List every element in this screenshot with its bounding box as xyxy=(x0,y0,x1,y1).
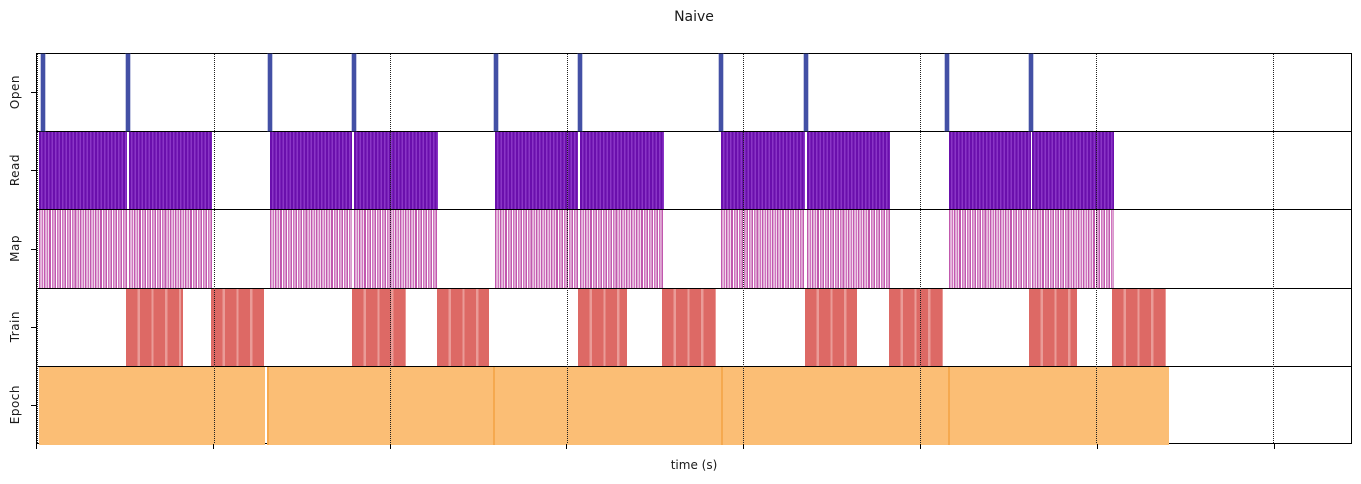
x-tick xyxy=(743,444,745,449)
row-train xyxy=(37,288,1351,367)
epoch-bar xyxy=(493,366,721,445)
read-bar xyxy=(948,132,1031,210)
gridline xyxy=(1096,54,1098,443)
row-open xyxy=(37,54,1351,133)
train-bar xyxy=(125,288,183,366)
gridline xyxy=(566,54,568,443)
read-bar xyxy=(1032,132,1115,210)
x-tick xyxy=(1273,444,1275,449)
train-bar xyxy=(210,288,264,366)
train-bar xyxy=(662,288,716,366)
row-label-epoch: Epoch xyxy=(8,385,22,425)
epoch-bar xyxy=(38,366,265,445)
map-bar xyxy=(354,210,439,288)
read-bar xyxy=(269,132,353,210)
open-spike xyxy=(352,54,357,132)
map-bar xyxy=(580,210,665,288)
gridline xyxy=(37,54,38,443)
read-bar xyxy=(128,132,212,210)
chart-title: Naive xyxy=(674,9,714,25)
open-spike xyxy=(41,54,45,132)
gridline xyxy=(743,54,745,443)
y-tick xyxy=(31,92,36,94)
plot-area xyxy=(36,53,1352,445)
x-tick xyxy=(1096,444,1098,449)
open-spike xyxy=(493,54,498,132)
x-tick xyxy=(566,444,568,449)
x-tick xyxy=(212,444,214,449)
read-bar xyxy=(495,132,579,210)
gridline xyxy=(919,54,921,443)
open-spike xyxy=(268,54,273,132)
open-spike xyxy=(945,54,950,132)
read-bar xyxy=(354,132,439,210)
train-bar xyxy=(437,288,490,366)
train-bar xyxy=(1028,288,1078,366)
y-tick xyxy=(31,248,36,250)
open-spike xyxy=(719,54,724,132)
read-bar xyxy=(720,132,805,210)
row-label-map: Map xyxy=(8,235,22,262)
open-spike xyxy=(803,54,808,132)
read-bar xyxy=(580,132,665,210)
row-epoch xyxy=(37,366,1351,445)
map-bar xyxy=(269,210,353,288)
row-map xyxy=(37,210,1351,289)
epoch-bar xyxy=(947,366,1170,445)
train-bar xyxy=(804,288,857,366)
row-label-read: Read xyxy=(8,154,22,187)
row-label-train: Train xyxy=(8,311,22,343)
map-bar xyxy=(948,210,1031,288)
x-tick xyxy=(920,444,922,449)
y-tick xyxy=(31,404,36,406)
row-label-open: Open xyxy=(8,75,22,110)
x-tick xyxy=(36,444,37,449)
map-bar xyxy=(128,210,212,288)
gridline xyxy=(213,54,215,443)
open-spike xyxy=(125,54,130,132)
train-bar xyxy=(1112,288,1167,366)
read-bar xyxy=(806,132,890,210)
read-bar xyxy=(38,132,127,210)
train-bar xyxy=(351,288,407,366)
map-bar xyxy=(38,210,127,288)
epoch-bar xyxy=(266,366,495,445)
map-bar xyxy=(1032,210,1115,288)
open-spike xyxy=(577,54,582,132)
y-tick xyxy=(31,326,36,328)
row-read xyxy=(37,132,1351,211)
epoch-bar xyxy=(720,366,948,445)
y-tick xyxy=(31,170,36,172)
train-bar xyxy=(578,288,628,366)
open-spike xyxy=(1029,54,1033,132)
map-bar xyxy=(495,210,579,288)
map-bar xyxy=(806,210,890,288)
map-bar xyxy=(720,210,805,288)
x-axis-label: time (s) xyxy=(670,458,718,472)
x-tick xyxy=(389,444,391,449)
train-bar xyxy=(888,288,943,366)
gridline xyxy=(1272,54,1274,443)
gridline xyxy=(390,54,392,443)
